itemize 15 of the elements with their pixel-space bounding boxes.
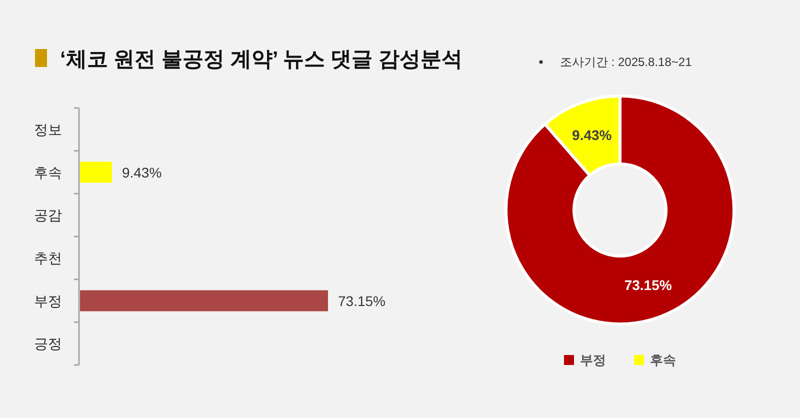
text: 조사기간 : 2025.8.18~21 bbox=[560, 55, 692, 69]
data-label: 73.15% bbox=[338, 292, 386, 309]
y-tick-label: 후속 bbox=[34, 164, 62, 180]
legend-label: 부정 bbox=[580, 352, 606, 368]
chart-title: ‘체코 원전 불공정 계약’ 뉴스 댓글 감성분석 bbox=[60, 48, 463, 71]
donut-slice bbox=[504, 94, 736, 326]
legend-label: 후속 bbox=[650, 352, 676, 368]
y-tick-label: 부정 bbox=[34, 292, 62, 309]
data-label: 73.15% bbox=[624, 276, 672, 293]
y-tick-label: 정보 bbox=[34, 121, 62, 138]
data-label: 9.43% bbox=[122, 164, 162, 180]
y-tick-label: 추천 bbox=[34, 250, 62, 266]
data-label: 9.43% bbox=[572, 127, 612, 144]
y-tick-label: 긍정 bbox=[34, 336, 62, 352]
y-tick-label: 공감 bbox=[34, 207, 62, 224]
